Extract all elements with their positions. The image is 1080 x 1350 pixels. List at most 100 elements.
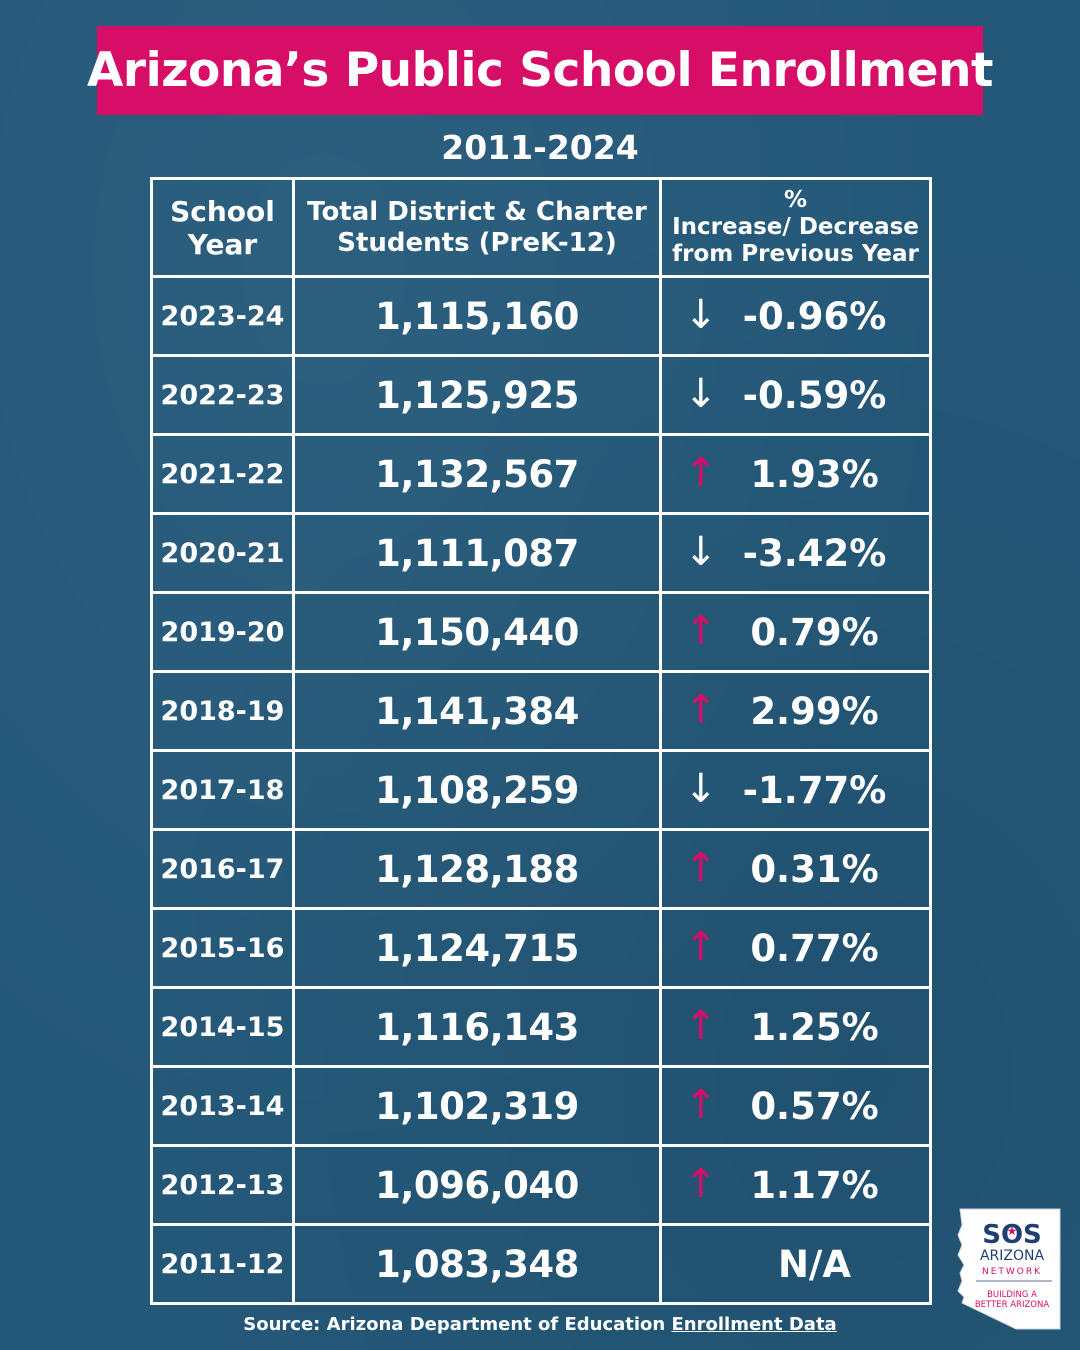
header-total-students: Total District & Charter Students (PreK-… xyxy=(292,177,662,278)
header-total-line2: Students (PreK-12) xyxy=(337,227,617,258)
cell-total-students: 1,128,188 xyxy=(292,828,662,910)
cell-percent-change: ↑ 1.25% xyxy=(659,986,932,1068)
title-banner: Arizona’s Public School Enrollment xyxy=(87,26,993,115)
cell-total-students: 1,150,440 xyxy=(292,591,662,673)
table-row: 2015-16 1,124,715 ↑ 0.77% xyxy=(150,907,932,989)
header-pct-line1: % xyxy=(783,187,808,213)
cell-percent-change: ↑ 0.79% xyxy=(659,591,932,673)
cell-percent-change: ↓ -0.96% xyxy=(659,275,932,357)
header-pct-line2: Increase/ Decrease xyxy=(672,214,919,240)
table-row: 2012-13 1,096,040 ↑ 1.17% xyxy=(150,1144,932,1226)
cell-school-year: 2022-23 xyxy=(150,354,295,436)
cell-percent-change: ↑ 0.31% xyxy=(659,828,932,910)
arrow-up-icon: ↑ xyxy=(684,1161,718,1208)
page-subtitle: 2011-2024 xyxy=(441,128,639,167)
cell-percent-change: ↑ 0.57% xyxy=(659,1065,932,1147)
cell-school-year: 2021-22 xyxy=(150,433,295,515)
table-row: 2022-23 1,125,925 ↓ -0.59% xyxy=(150,354,932,436)
arrow-up-icon: ↑ xyxy=(684,1003,718,1050)
percent-value: 1.17% xyxy=(750,1163,879,1207)
header-year-line2: Year xyxy=(187,227,258,261)
percent-value: 2.99% xyxy=(750,689,879,733)
percent-value: -0.59% xyxy=(742,373,887,417)
logo-brand: SOS xyxy=(982,1220,1042,1250)
cell-school-year: 2013-14 xyxy=(150,1065,295,1147)
header-percent-change: % Increase/ Decrease from Previous Year xyxy=(659,177,932,278)
table-header-row: School Year Total District & Charter Stu… xyxy=(150,177,932,278)
cell-total-students: 1,125,925 xyxy=(292,354,662,436)
table-row: 2014-15 1,116,143 ↑ 1.25% xyxy=(150,986,932,1068)
arrow-up-icon: ↑ xyxy=(684,608,718,655)
logo-network: NETWORK xyxy=(982,1267,1042,1277)
cell-school-year: 2019-20 xyxy=(150,591,295,673)
percent-value: -3.42% xyxy=(742,531,887,575)
logo-name: ARIZONA xyxy=(980,1248,1045,1264)
page-title: Arizona’s Public School Enrollment xyxy=(87,43,993,98)
cell-school-year: 2023-24 xyxy=(150,275,295,357)
percent-value: 1.93% xyxy=(750,452,879,496)
cell-percent-change: ↓ -1.77% xyxy=(659,749,932,831)
logo-tagline-line1: BUILDING A xyxy=(987,1290,1037,1300)
arrow-up-icon: ↑ xyxy=(684,1082,718,1129)
table-row: 2019-20 1,150,440 ↑ 0.79% xyxy=(150,591,932,673)
cell-total-students: 1,116,143 xyxy=(292,986,662,1068)
percent-value: 0.79% xyxy=(750,610,879,654)
arrow-down-icon: ↓ xyxy=(684,529,718,576)
header-year-line1: School xyxy=(170,194,275,228)
percent-value: 1.25% xyxy=(750,1005,879,1049)
table-row: 2017-18 1,108,259 ↓ -1.77% xyxy=(150,749,932,831)
cell-school-year: 2020-21 xyxy=(150,512,295,594)
cell-percent-change: ↑ 1.17% xyxy=(659,1144,932,1226)
percent-value: -0.96% xyxy=(742,294,887,338)
arrow-up-icon: ↑ xyxy=(684,924,718,971)
table-row: 2011-12 1,083,348 N/A xyxy=(150,1223,932,1305)
arrow-down-icon: ↓ xyxy=(684,766,718,813)
header-school-year: School Year xyxy=(150,177,295,278)
cell-percent-change: ↓ -3.42% xyxy=(659,512,932,594)
table-row: 2021-22 1,132,567 ↑ 1.93% xyxy=(150,433,932,515)
cell-school-year: 2015-16 xyxy=(150,907,295,989)
cell-school-year: 2011-12 xyxy=(150,1223,295,1305)
cell-total-students: 1,132,567 xyxy=(292,433,662,515)
table-row: 2018-19 1,141,384 ↑ 2.99% xyxy=(150,670,932,752)
arizona-state-shape xyxy=(957,1208,1061,1330)
cell-percent-change: N/A xyxy=(659,1223,932,1305)
percent-value: N/A xyxy=(777,1242,852,1286)
logo-tagline-line2: BETTER ARIZONA xyxy=(975,1300,1050,1310)
cell-total-students: 1,141,384 xyxy=(292,670,662,752)
cell-percent-change: ↑ 0.77% xyxy=(659,907,932,989)
table-row: 2023-24 1,115,160 ↓ -0.96% xyxy=(150,275,932,357)
arrow-down-icon: ↓ xyxy=(684,292,718,339)
table-row: 2020-21 1,111,087 ↓ -3.42% xyxy=(150,512,932,594)
sos-arizona-logo: SOS ★ ARIZONA NETWORK BUILDING A BETTER … xyxy=(957,1208,1061,1330)
cell-total-students: 1,083,348 xyxy=(292,1223,662,1305)
cell-school-year: 2016-17 xyxy=(150,828,295,910)
enrollment-data-link[interactable]: Enrollment Data xyxy=(671,1314,837,1335)
arrow-down-icon: ↓ xyxy=(684,371,718,418)
percent-value: -1.77% xyxy=(742,768,887,812)
arrow-up-icon: ↑ xyxy=(684,450,718,497)
table-row: 2016-17 1,128,188 ↑ 0.31% xyxy=(150,828,932,910)
cell-percent-change: ↑ 1.93% xyxy=(659,433,932,515)
cell-school-year: 2014-15 xyxy=(150,986,295,1068)
enrollment-table: School Year Total District & Charter Stu… xyxy=(150,177,932,1305)
source-prefix: Source: Arizona Department of Education xyxy=(243,1314,672,1335)
table-row: 2013-14 1,102,319 ↑ 0.57% xyxy=(150,1065,932,1147)
cell-total-students: 1,102,319 xyxy=(292,1065,662,1147)
cell-school-year: 2018-19 xyxy=(150,670,295,752)
cell-school-year: 2012-13 xyxy=(150,1144,295,1226)
cell-total-students: 1,124,715 xyxy=(292,907,662,989)
cell-total-students: 1,096,040 xyxy=(292,1144,662,1226)
cell-school-year: 2017-18 xyxy=(150,749,295,831)
cell-percent-change: ↓ -0.59% xyxy=(659,354,932,436)
source-note: Source: Arizona Department of Education … xyxy=(0,1314,1080,1335)
cell-percent-change: ↑ 2.99% xyxy=(659,670,932,752)
cell-total-students: 1,111,087 xyxy=(292,512,662,594)
percent-value: 0.31% xyxy=(750,847,879,891)
cell-total-students: 1,108,259 xyxy=(292,749,662,831)
header-pct-line3: from Previous Year xyxy=(672,241,919,267)
percent-value: 0.57% xyxy=(750,1084,879,1128)
arrow-up-icon: ↑ xyxy=(684,845,718,892)
star-icon: ★ xyxy=(1007,1224,1018,1238)
arrow-up-icon: ↑ xyxy=(684,687,718,734)
